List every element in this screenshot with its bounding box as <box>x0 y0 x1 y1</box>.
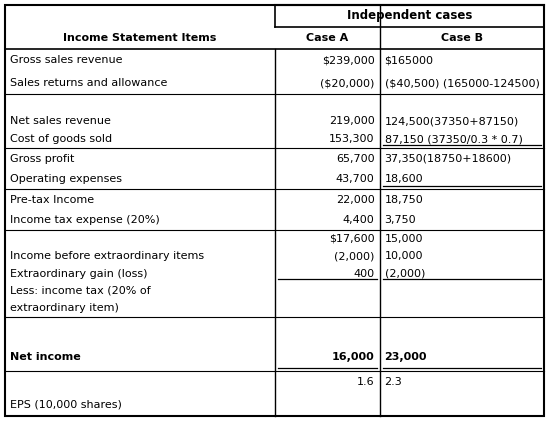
Text: 10,000: 10,000 <box>385 251 423 261</box>
Text: ($20,000): ($20,000) <box>320 78 374 88</box>
Text: Pre-tax Income: Pre-tax Income <box>10 195 94 205</box>
Text: (2,000): (2,000) <box>334 251 374 261</box>
Text: 16,000: 16,000 <box>332 352 374 362</box>
Text: $17,600: $17,600 <box>329 234 374 244</box>
Text: Income before extraordinary items: Income before extraordinary items <box>10 251 204 261</box>
Text: 43,700: 43,700 <box>336 174 374 184</box>
Text: 15,000: 15,000 <box>385 234 423 244</box>
Text: 22,000: 22,000 <box>336 195 374 205</box>
Text: Case B: Case B <box>441 33 483 43</box>
Text: Sales returns and allowance: Sales returns and allowance <box>10 78 167 88</box>
Text: Independent cases: Independent cases <box>346 10 472 22</box>
Text: extraordinary item): extraordinary item) <box>10 303 119 313</box>
Text: 3,750: 3,750 <box>385 215 416 225</box>
Text: 2.3: 2.3 <box>385 377 402 387</box>
Text: 37,350(18750+18600): 37,350(18750+18600) <box>385 154 512 164</box>
Text: 18,750: 18,750 <box>385 195 423 205</box>
Text: Operating expenses: Operating expenses <box>10 174 122 184</box>
Text: 65,700: 65,700 <box>336 154 374 164</box>
Text: Case A: Case A <box>306 33 348 43</box>
Text: 219,000: 219,000 <box>329 116 374 126</box>
Text: 18,600: 18,600 <box>385 174 423 184</box>
Text: EPS (10,000 shares): EPS (10,000 shares) <box>10 400 122 410</box>
Text: Extraordinary gain (loss): Extraordinary gain (loss) <box>10 269 148 279</box>
Text: ($40,500) (165000-124500): ($40,500) (165000-124500) <box>385 78 540 88</box>
Text: Gross sales revenue: Gross sales revenue <box>10 55 122 65</box>
Text: Net sales revenue: Net sales revenue <box>10 116 111 126</box>
Text: $165000: $165000 <box>385 55 434 65</box>
Text: 1.6: 1.6 <box>357 377 374 387</box>
Text: Net income: Net income <box>10 352 81 362</box>
Text: 153,300: 153,300 <box>329 134 374 144</box>
Text: Cost of goods sold: Cost of goods sold <box>10 134 112 144</box>
Text: 4,400: 4,400 <box>343 215 374 225</box>
Text: 87,150 (37350/0.3 * 0.7): 87,150 (37350/0.3 * 0.7) <box>385 134 523 144</box>
Text: Gross profit: Gross profit <box>10 154 74 164</box>
Text: (2,000): (2,000) <box>385 269 425 279</box>
Text: Less: income tax (20% of: Less: income tax (20% of <box>10 286 150 296</box>
Text: 124,500(37350+87150): 124,500(37350+87150) <box>385 116 519 126</box>
Text: 23,000: 23,000 <box>385 352 427 362</box>
Text: 400: 400 <box>354 269 374 279</box>
Text: Income tax expense (20%): Income tax expense (20%) <box>10 215 160 225</box>
Text: $239,000: $239,000 <box>322 55 374 65</box>
Text: Income Statement Items: Income Statement Items <box>63 33 216 43</box>
